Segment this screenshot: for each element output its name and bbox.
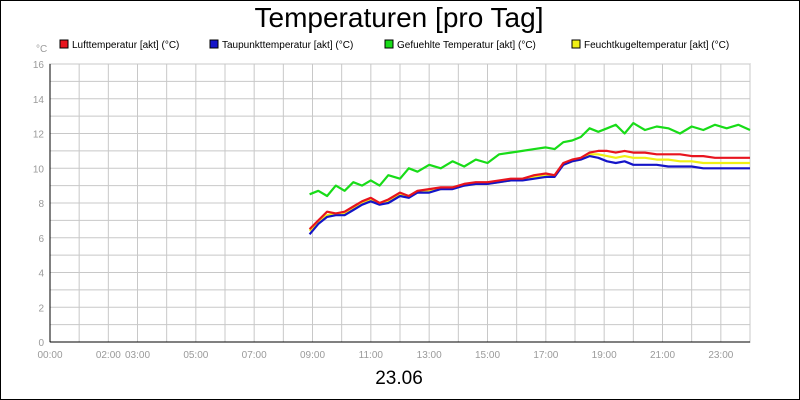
legend-label: Feuchtkugeltemperatur [akt] (°C) bbox=[584, 40, 729, 51]
y-tick-label: 2 bbox=[38, 303, 44, 314]
legend-label: Taupunkttemperatur [akt] (°C) bbox=[222, 40, 353, 51]
legend-swatch bbox=[209, 39, 219, 49]
y-unit-label: °C bbox=[36, 44, 47, 55]
x-tick-label: 23:00 bbox=[708, 350, 733, 361]
y-tick-label: 14 bbox=[33, 95, 45, 106]
x-axis-ticks: 00:00 02:00 03:00 05:00 07:00 09:00 11:00 13:00… bbox=[37, 350, 733, 361]
series-line bbox=[308, 149, 750, 230]
date-label: 23.06 bbox=[375, 368, 423, 389]
y-tick-label: 16 bbox=[33, 60, 45, 71]
x-tick-label: 21:00 bbox=[650, 350, 675, 361]
legend-swatch bbox=[384, 39, 394, 49]
y-tick-label: 10 bbox=[33, 164, 45, 175]
legend-label: Lufttemperatur [akt] (°C) bbox=[72, 40, 179, 51]
x-tick-label: 00:00 bbox=[37, 350, 62, 361]
x-tick-label: 02:00 bbox=[96, 350, 121, 361]
legend-label: Gefuehlte Temperatur [akt] (°C) bbox=[397, 40, 536, 51]
y-tick-label: 12 bbox=[33, 130, 45, 141]
x-tick-label: 13:00 bbox=[417, 350, 442, 361]
chart-title: Temperaturen [pro Tag] bbox=[254, 2, 544, 33]
x-tick-label: 17:00 bbox=[533, 350, 558, 361]
y-axis-ticks: 0 2 4 6 8 10 12 14 16 bbox=[33, 60, 45, 349]
x-tick-label: 03:00 bbox=[125, 350, 150, 361]
series-group bbox=[308, 122, 751, 236]
y-tick-label: 6 bbox=[38, 234, 44, 245]
legend-swatch bbox=[571, 39, 581, 49]
legend: Lufttemperatur [akt] (°C) Taupunkttempera… bbox=[59, 39, 729, 51]
series-line bbox=[309, 122, 751, 198]
legend-swatch bbox=[59, 39, 69, 49]
grid bbox=[49, 63, 751, 343]
y-tick-label: 4 bbox=[38, 269, 44, 280]
x-tick-label: 11:00 bbox=[359, 350, 384, 361]
x-tick-label: 09:00 bbox=[300, 350, 325, 361]
x-tick-label: 05:00 bbox=[183, 350, 208, 361]
y-tick-label: 0 bbox=[38, 338, 44, 349]
series-line bbox=[308, 155, 750, 236]
x-tick-label: 15:00 bbox=[475, 350, 500, 361]
x-tick-label: 07:00 bbox=[242, 350, 267, 361]
y-tick-label: 8 bbox=[38, 199, 44, 210]
x-tick-label: 19:00 bbox=[592, 350, 617, 361]
